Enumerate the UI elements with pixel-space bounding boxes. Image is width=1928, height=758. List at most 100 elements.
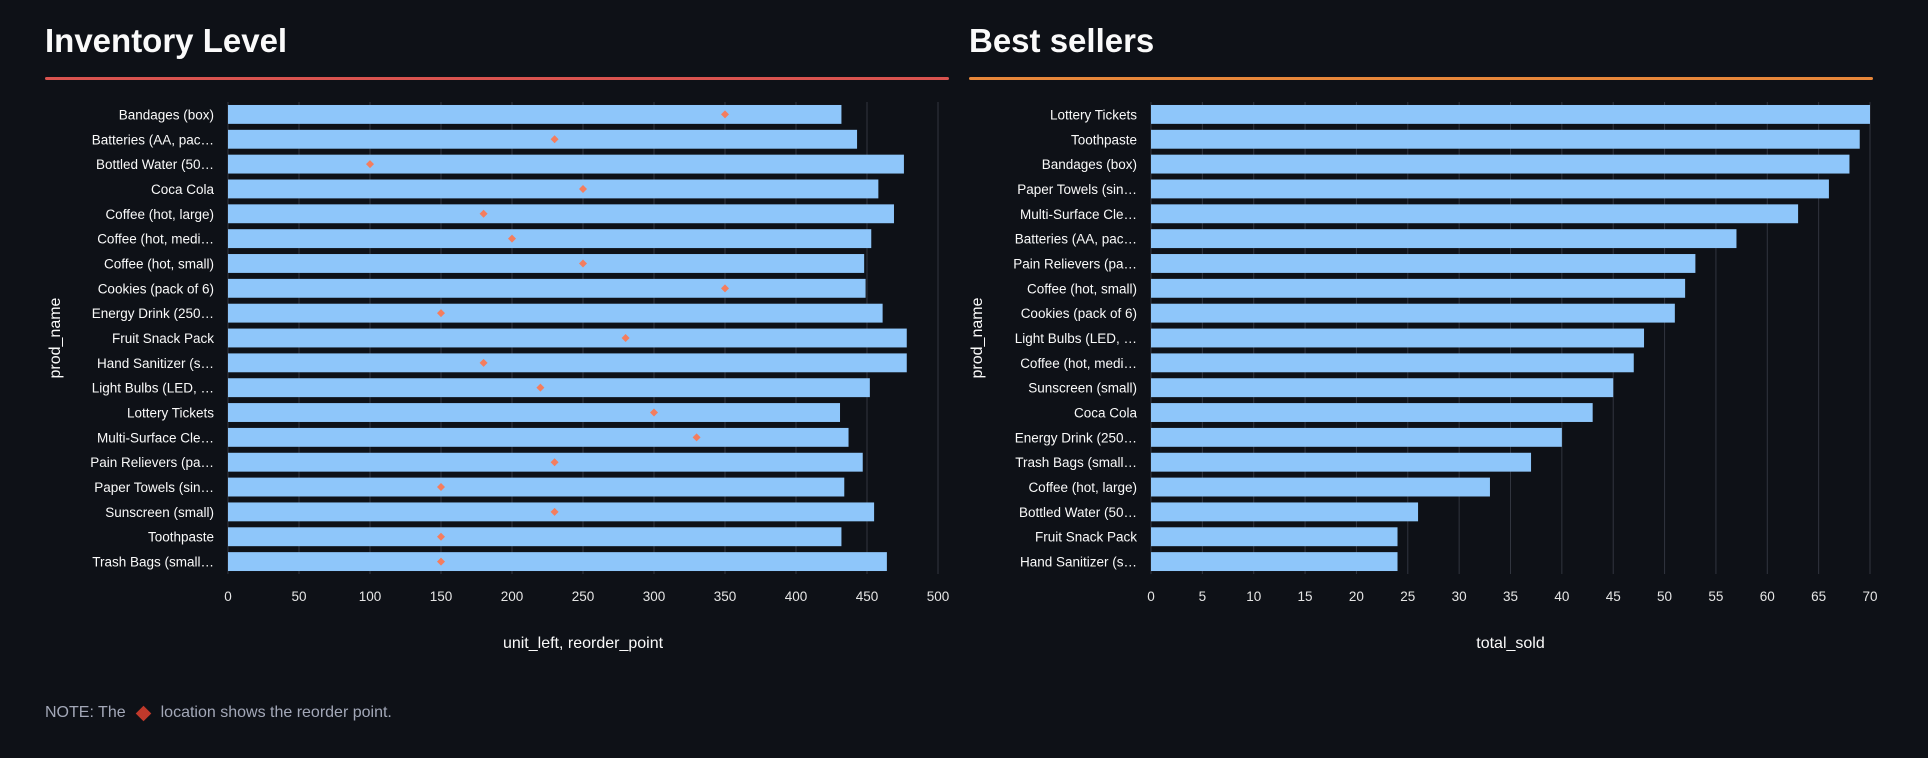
category-label: Coca Cola — [1074, 406, 1138, 421]
diamond-icon — [135, 705, 151, 721]
bar — [228, 129, 858, 149]
category-label: Cookies (pack of 6) — [1021, 306, 1137, 321]
category-label: Coffee (hot, medi… — [1020, 356, 1137, 371]
category-label: Multi-Surface Cle… — [1020, 207, 1137, 222]
category-label: Fruit Snack Pack — [112, 331, 214, 346]
x-tick-label: 30 — [1452, 589, 1467, 604]
x-tick-label: 50 — [1657, 589, 1672, 604]
y-axis-title: prod_name — [969, 297, 986, 378]
category-label: Light Bulbs (LED, … — [1015, 331, 1137, 346]
reorder-point-marker — [536, 383, 545, 392]
reorder-point-marker — [621, 334, 630, 342]
reorder-point-marker — [437, 483, 445, 492]
x-tick-label: 400 — [785, 589, 808, 604]
bar — [228, 204, 894, 224]
category-label: Bandages (box) — [119, 107, 214, 122]
bar — [228, 104, 842, 124]
reorder-point-marker — [479, 209, 488, 218]
x-axis-title: unit_left, reorder_point — [503, 635, 664, 652]
bar — [1151, 378, 1614, 398]
inventory-title: Inventory Level — [45, 22, 288, 59]
x-tick-label: 5 — [1199, 589, 1207, 604]
bar — [228, 477, 845, 497]
x-tick-label: 250 — [572, 589, 595, 604]
reorder-point-marker — [508, 234, 516, 243]
bar — [1151, 452, 1532, 472]
bar — [1151, 353, 1634, 373]
x-tick-label: 20 — [1349, 589, 1364, 604]
bar — [1151, 154, 1850, 174]
x-tick-label: 15 — [1298, 589, 1313, 604]
reorder-point-marker — [579, 259, 587, 268]
x-tick-label: 450 — [856, 589, 879, 604]
category-label: Toothpaste — [1071, 132, 1137, 147]
x-tick-label: 500 — [927, 589, 950, 604]
bar — [228, 229, 872, 249]
category-label: Trash Bags (small… — [92, 555, 214, 570]
reorder-point-note: NOTE: The location shows the reorder poi… — [45, 704, 392, 722]
x-tick-label: 0 — [1147, 589, 1155, 604]
x-tick-label: 10 — [1246, 589, 1261, 604]
bar — [1151, 179, 1829, 199]
bar — [1151, 229, 1737, 249]
category-label: Bottled Water (50… — [1019, 505, 1137, 520]
category-label: Paper Towels (sin… — [1017, 182, 1137, 197]
bestsellers-title: Best sellers — [969, 22, 1155, 59]
category-label: Batteries (AA, pac… — [92, 132, 214, 147]
reorder-point-marker — [721, 110, 729, 119]
reorder-point-marker — [550, 458, 559, 467]
category-label: Pain Relievers (pa… — [90, 455, 214, 470]
x-tick-label: 35 — [1503, 589, 1518, 604]
reorder-point-marker — [437, 309, 445, 318]
x-tick-label: 65 — [1811, 589, 1826, 604]
reorder-point-marker — [366, 160, 374, 169]
x-tick-label: 350 — [714, 589, 737, 604]
category-label: Bandages (box) — [1042, 157, 1137, 172]
reorder-point-marker — [437, 532, 445, 541]
x-tick-label: 100 — [359, 589, 382, 604]
category-label: Lottery Tickets — [1050, 107, 1137, 122]
x-tick-label: 40 — [1554, 589, 1569, 604]
x-tick-label: 0 — [224, 589, 232, 604]
category-label: Paper Towels (sin… — [94, 480, 214, 495]
bar — [228, 427, 849, 447]
category-label: Coffee (hot, medi… — [97, 232, 214, 247]
note-suffix: location shows the reorder point. — [160, 704, 392, 721]
category-label: Hand Sanitizer (s… — [97, 356, 214, 371]
x-axis-title: total_sold — [1476, 635, 1545, 652]
y-axis-title: prod_name — [47, 297, 64, 378]
bar — [228, 552, 887, 572]
x-tick-label: 60 — [1760, 589, 1775, 604]
category-label: Sunscreen (small) — [105, 505, 214, 520]
reorder-point-marker — [550, 135, 559, 144]
bar — [228, 303, 883, 323]
bar — [1151, 477, 1490, 497]
category-label: Pain Relievers (pa… — [1013, 256, 1137, 271]
x-tick-label: 50 — [291, 589, 306, 604]
bar — [1151, 204, 1799, 224]
category-label: Toothpaste — [148, 530, 214, 545]
bar — [228, 353, 907, 373]
bar — [1151, 552, 1398, 572]
x-tick-label: 300 — [643, 589, 666, 604]
x-tick-label: 55 — [1708, 589, 1723, 604]
category-label: Coca Cola — [151, 182, 215, 197]
bar — [1151, 278, 1686, 298]
bestsellers-divider — [969, 77, 1873, 80]
bar — [1151, 254, 1696, 273]
bar — [228, 527, 842, 547]
reorder-point-marker — [550, 507, 559, 516]
category-label: Coffee (hot, large) — [105, 207, 214, 222]
category-label: Fruit Snack Pack — [1035, 530, 1137, 545]
bar — [1151, 328, 1645, 348]
bar — [228, 378, 870, 398]
reorder-point-marker — [437, 557, 445, 566]
reorder-point-marker — [650, 408, 658, 417]
note-prefix: NOTE: The — [45, 704, 126, 721]
bar — [228, 452, 863, 472]
bar — [228, 179, 879, 199]
category-label: Energy Drink (250… — [92, 306, 214, 321]
reorder-point-marker — [479, 358, 488, 367]
bar — [1151, 104, 1870, 124]
bestsellers-chart: Lottery Tickets Toothpaste Bandages (box) P… — [969, 102, 1878, 652]
